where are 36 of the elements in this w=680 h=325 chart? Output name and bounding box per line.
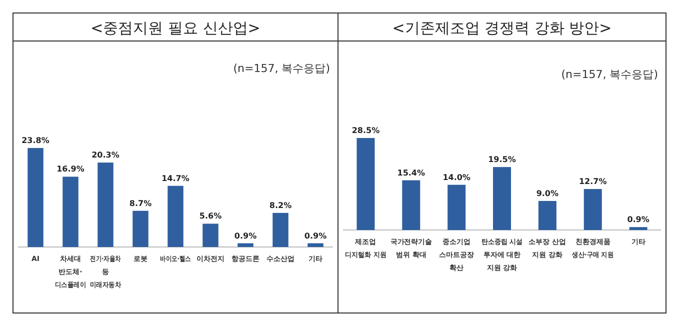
bar xyxy=(28,148,44,247)
bar xyxy=(356,138,375,230)
data-label: 19.5% xyxy=(488,155,516,164)
bar xyxy=(538,200,556,230)
data-label: 14.7% xyxy=(162,174,190,183)
data-label: 20.3% xyxy=(92,150,120,160)
data-label: 5.6% xyxy=(199,212,222,221)
chart-title: <기존제조업 경쟁력 강화 방안> xyxy=(392,19,612,37)
data-label: 16.9% xyxy=(56,164,84,174)
bar xyxy=(629,227,648,230)
bar xyxy=(168,186,184,247)
data-label: 9.0% xyxy=(536,188,559,198)
bar xyxy=(402,180,420,230)
bar xyxy=(62,176,78,247)
data-label: 28.5% xyxy=(352,126,380,135)
data-label: 8.2% xyxy=(269,200,292,210)
bar xyxy=(584,189,602,230)
data-label: 0.9% xyxy=(234,231,257,240)
data-label: 15.4% xyxy=(397,168,426,178)
bar xyxy=(238,243,254,247)
bar xyxy=(132,210,148,247)
bar xyxy=(493,167,511,230)
chart-subtitle: (n=157, 복수응답) xyxy=(561,68,658,81)
data-label: 12.7% xyxy=(578,177,607,186)
bar xyxy=(202,224,218,247)
bar xyxy=(448,184,466,230)
data-label: 14.0% xyxy=(442,172,470,182)
chart-title: <중점지원 필요 신산업> xyxy=(90,19,260,37)
bar xyxy=(308,243,324,247)
chart-subtitle: (n=157, 복수응답) xyxy=(233,62,330,75)
data-label: 0.9% xyxy=(627,215,650,224)
data-label: 0.9% xyxy=(304,231,327,240)
bar xyxy=(98,162,114,247)
data-label: 23.8% xyxy=(22,136,50,145)
data-label: 8.7% xyxy=(129,198,152,208)
bar xyxy=(272,212,288,247)
